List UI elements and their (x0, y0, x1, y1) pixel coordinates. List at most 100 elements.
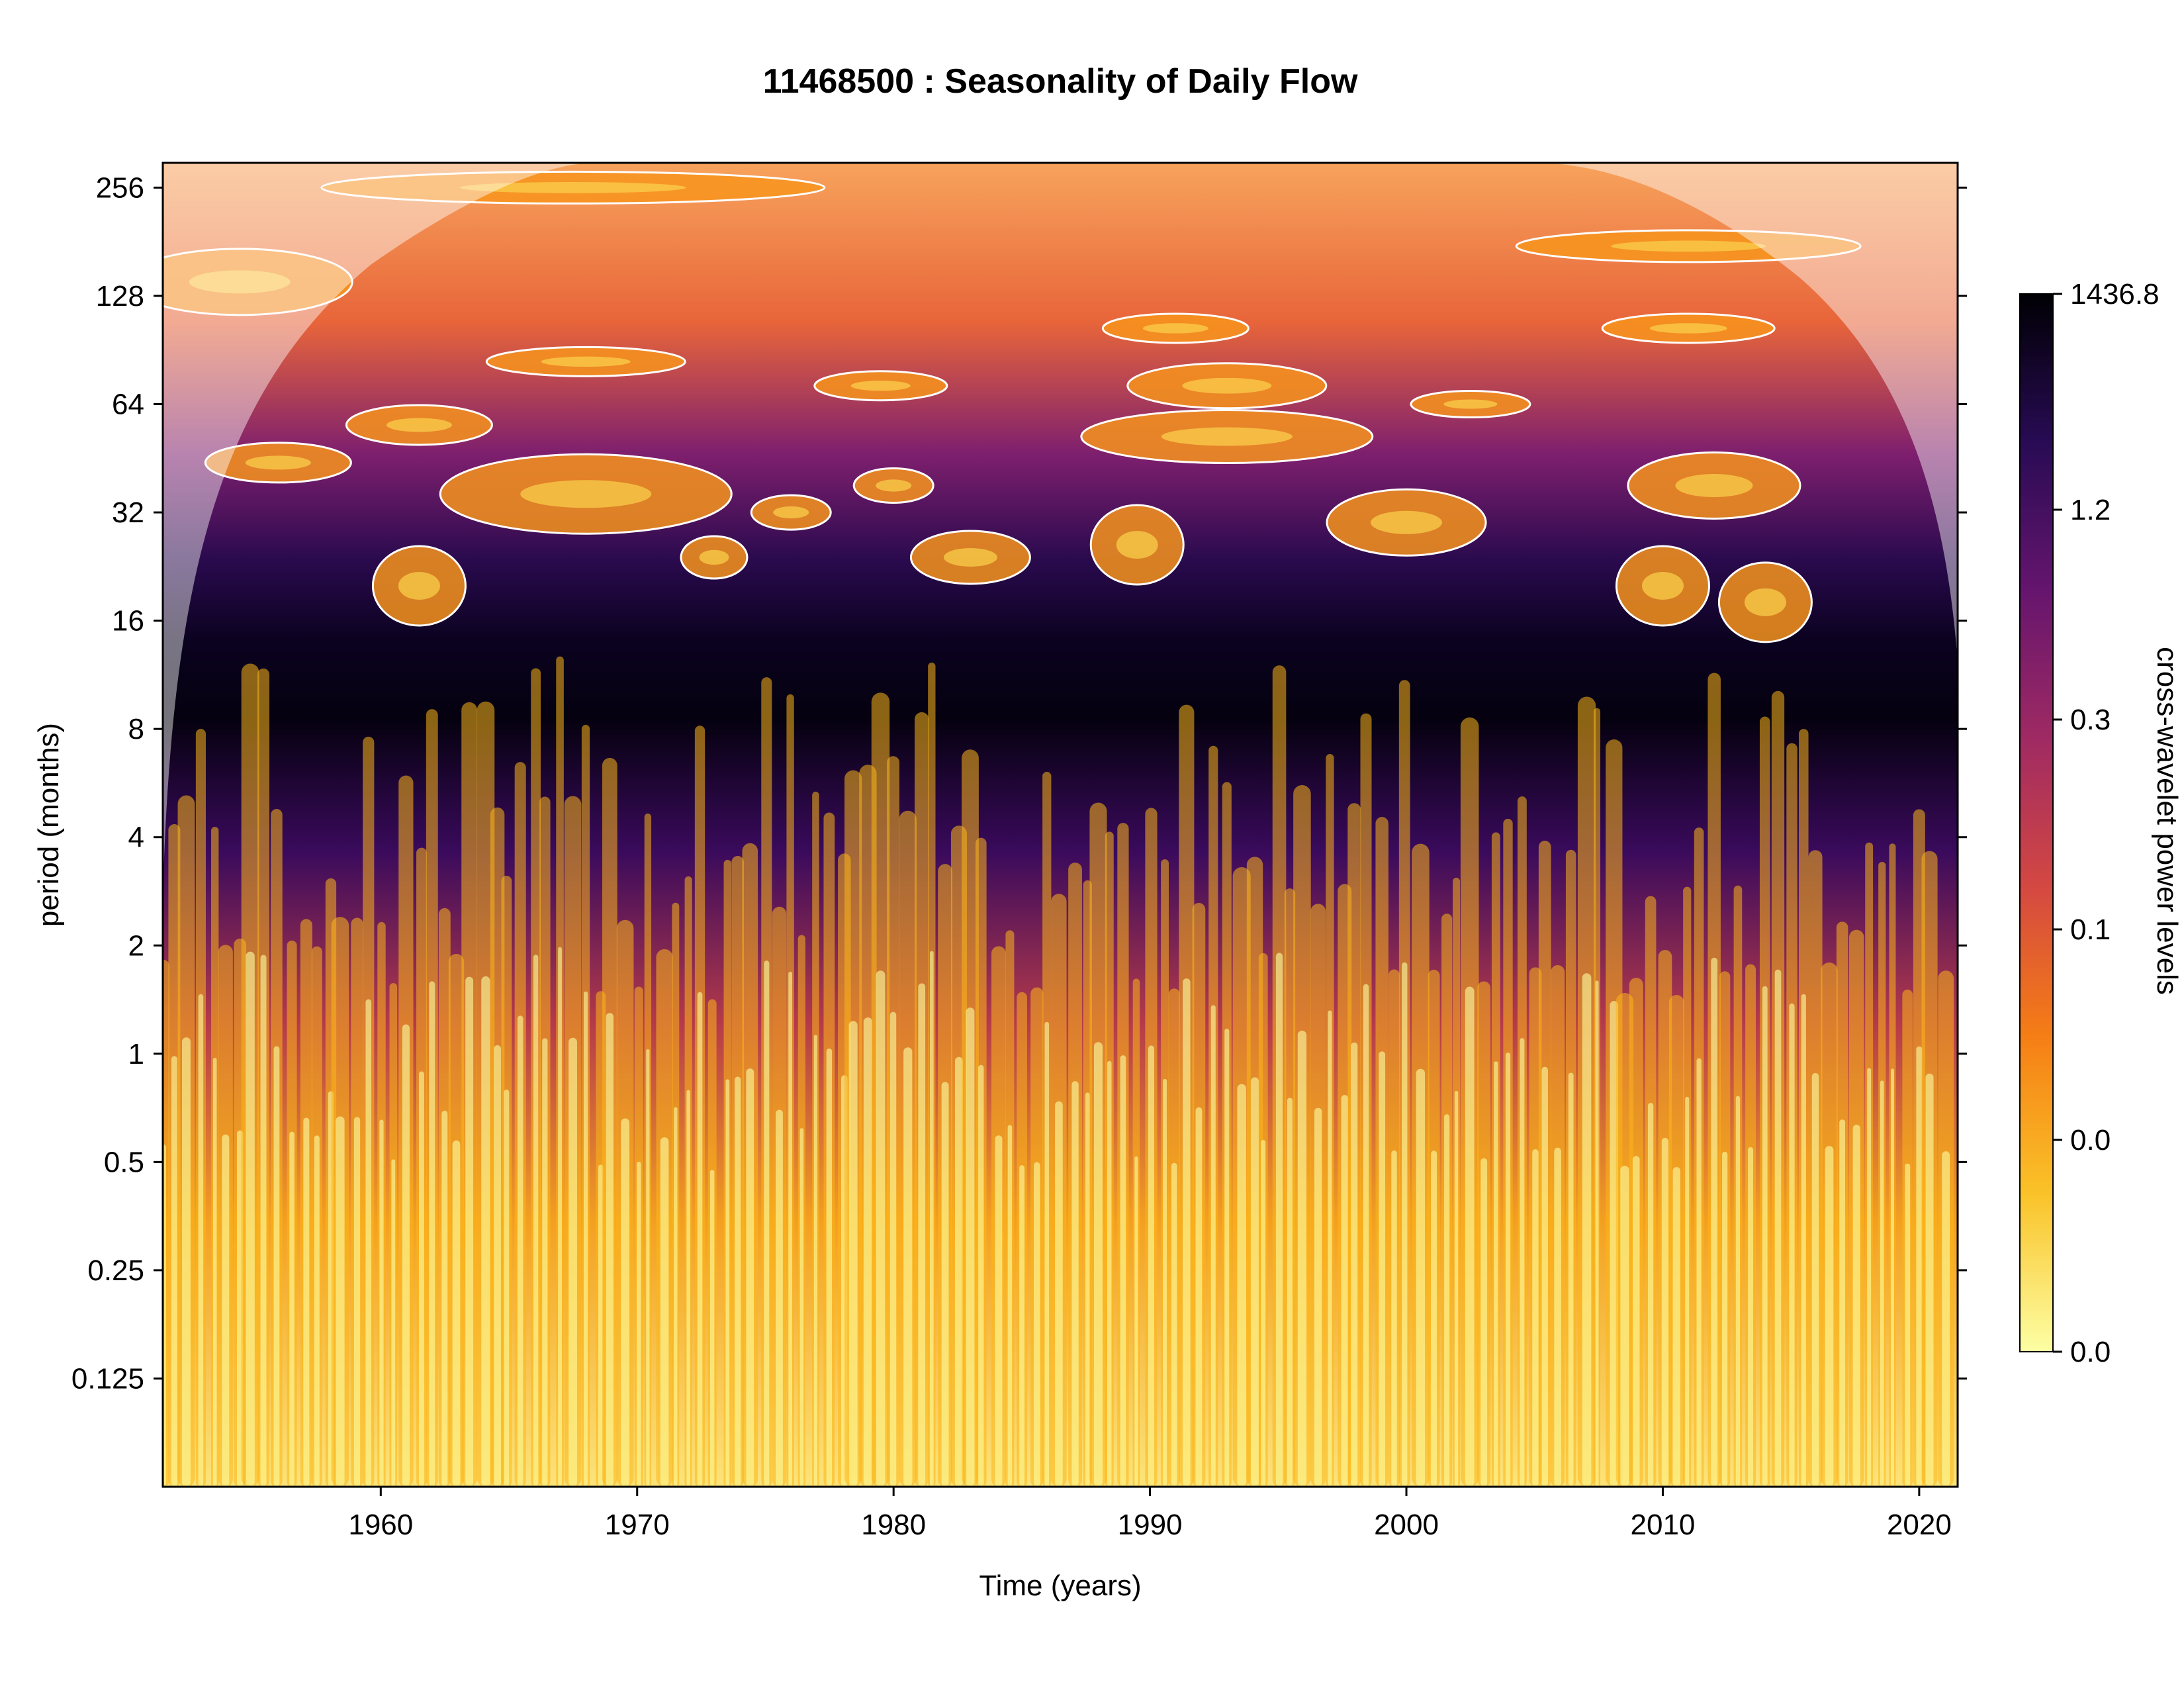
x-tick-label: 1980 (861, 1509, 926, 1541)
power-stripe-core (1363, 984, 1369, 1487)
power-stripe-core (1093, 1042, 1103, 1487)
significance-core (943, 547, 997, 567)
power-stripe-core (481, 976, 490, 1487)
power-stripe-core (764, 961, 770, 1487)
chart-title: 11468500 : Seasonality of Daily Flow (763, 62, 1358, 101)
power-stripe-core (533, 955, 539, 1487)
power-stripe-core (1505, 1053, 1511, 1487)
power-stripe-core (1210, 1005, 1216, 1487)
y-tick-label: 0.125 (71, 1362, 144, 1395)
power-stripe-core (1416, 1068, 1426, 1487)
power-stripe-core (273, 1046, 280, 1487)
significance-contours (163, 170, 1862, 643)
x-tick-label: 2010 (1631, 1509, 1696, 1541)
power-stripe-core (1465, 986, 1475, 1487)
power-stripe-core (1314, 1107, 1322, 1487)
power-stripe-core (1595, 980, 1599, 1487)
y-tick-label: 2 (128, 929, 144, 962)
significance-core (1443, 399, 1498, 409)
significance-core (699, 549, 729, 565)
power-stripe-core (1431, 1150, 1437, 1487)
power-stripe-core (1722, 1151, 1728, 1487)
power-stripe-core (246, 951, 255, 1487)
power-stripe-core (1582, 973, 1592, 1487)
power-stripes (163, 656, 1954, 1487)
colorbar: 1436.8 1.2 0.3 0.1 0.0 0.0 cross-wavelet powe… (2019, 278, 2183, 1368)
x-tick-label: 1960 (348, 1509, 413, 1541)
significance-core (773, 506, 809, 519)
power-stripe-core (1402, 962, 1408, 1487)
significance-core (245, 455, 311, 470)
power-stripe-core (1916, 1046, 1923, 1487)
power-stripe-core (1811, 1072, 1819, 1487)
colorbar-tick-label: 0.1 (2070, 914, 2111, 946)
power-stripe-core (863, 1017, 872, 1487)
power-stripe-core (1532, 1149, 1539, 1487)
y-tick-label: 0.5 (104, 1146, 144, 1178)
power-stripe-core (1825, 1146, 1834, 1487)
significance-core (1641, 571, 1684, 600)
power-stripe-core (1925, 1073, 1934, 1487)
colorbar-ticks: 1436.8 1.2 0.3 0.1 0.0 0.0 (2053, 278, 2160, 1368)
plot-frame (161, 162, 1959, 1488)
power-stripe-core (198, 994, 204, 1487)
power-stripe-core (1554, 1147, 1561, 1487)
y-tick-label: 8 (128, 713, 144, 745)
power-stripe-core (606, 1013, 614, 1487)
power-stripe-core (441, 1110, 448, 1487)
power-stripe-core (504, 1090, 510, 1487)
power-stripe-core (1632, 1156, 1640, 1487)
power-stripe-core (402, 1024, 410, 1487)
significance-core (398, 571, 440, 600)
power-stripe-core (848, 1021, 858, 1487)
significance-core (1649, 323, 1727, 334)
significance-core (1142, 323, 1208, 334)
y-tick-label: 128 (96, 280, 144, 312)
power-stripe-core (1183, 978, 1191, 1487)
power-stripe-core (1480, 1158, 1488, 1487)
power-stripe-core (1541, 1066, 1548, 1487)
power-stripe-core (1261, 1140, 1266, 1487)
x-tick-label: 2020 (1887, 1509, 1952, 1541)
power-stripe-core (1237, 1084, 1246, 1487)
y-axis: 256 128 64 32 16 8 4 2 1 0.5 0.25 0.125 (71, 171, 1967, 1395)
power-stripe-core (1568, 1072, 1574, 1487)
power-stripe-core (788, 971, 792, 1487)
power-stripe-core (929, 951, 934, 1487)
power-stripe-core (1044, 1021, 1050, 1487)
colorbar-tick-label: 1.2 (2070, 494, 2111, 526)
power-stripe-core (686, 1090, 690, 1487)
power-stripe-core (1351, 1042, 1358, 1487)
power-stripe-core (709, 1170, 715, 1487)
power-stripe-core (1867, 1068, 1872, 1487)
power-stripe-core (889, 1011, 897, 1487)
power-stripe-core (621, 1118, 630, 1487)
power-stripe-core (1454, 1090, 1459, 1487)
colorbar-tick-label: 0.0 (2070, 1124, 2111, 1156)
cone-of-influence-right (1535, 163, 1958, 662)
power-stripe-core (336, 1116, 345, 1487)
power-stripe-core (1328, 1010, 1332, 1487)
power-stripe-core (660, 1137, 669, 1487)
power-stripe-core (725, 1079, 730, 1487)
power-stripe-core (776, 1109, 783, 1487)
power-stripe-core (391, 1159, 396, 1487)
significance-core (1371, 510, 1443, 534)
y-tick-label: 32 (112, 496, 144, 529)
power-stripe-core (517, 1015, 523, 1487)
x-tick-label: 1990 (1118, 1509, 1183, 1541)
power-stripe-core (1672, 1167, 1680, 1487)
power-stripe-core (646, 1049, 650, 1487)
x-tick-label: 1970 (605, 1509, 670, 1541)
power-stripe-core (1880, 1080, 1884, 1487)
plot-area (163, 163, 1958, 1487)
power-stripe-core (1148, 1045, 1155, 1487)
power-stripe-core (1034, 1162, 1040, 1487)
power-stripe-core (365, 999, 372, 1487)
significance-core (459, 182, 686, 193)
power-stripe-core (353, 1117, 361, 1487)
power-stripe-core (1107, 1060, 1112, 1487)
power-stripe-core (379, 1119, 384, 1487)
power-stripe-core (1195, 1107, 1203, 1487)
power-stripe-core (903, 1047, 913, 1487)
